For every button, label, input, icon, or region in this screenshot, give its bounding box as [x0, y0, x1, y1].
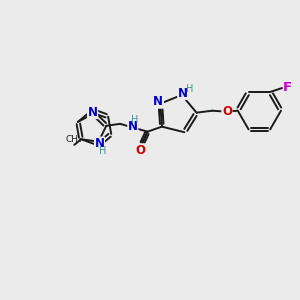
Text: N: N: [88, 106, 98, 118]
Text: N: N: [153, 95, 164, 108]
Text: O: O: [136, 144, 146, 157]
Text: H: H: [186, 84, 193, 94]
Text: CH₃: CH₃: [66, 134, 82, 143]
Text: O: O: [222, 105, 232, 118]
Text: H: H: [131, 115, 139, 125]
Text: N: N: [128, 120, 138, 133]
Text: N: N: [94, 137, 104, 150]
Text: F: F: [282, 81, 291, 94]
Text: N: N: [178, 86, 188, 100]
Text: H: H: [99, 146, 106, 157]
